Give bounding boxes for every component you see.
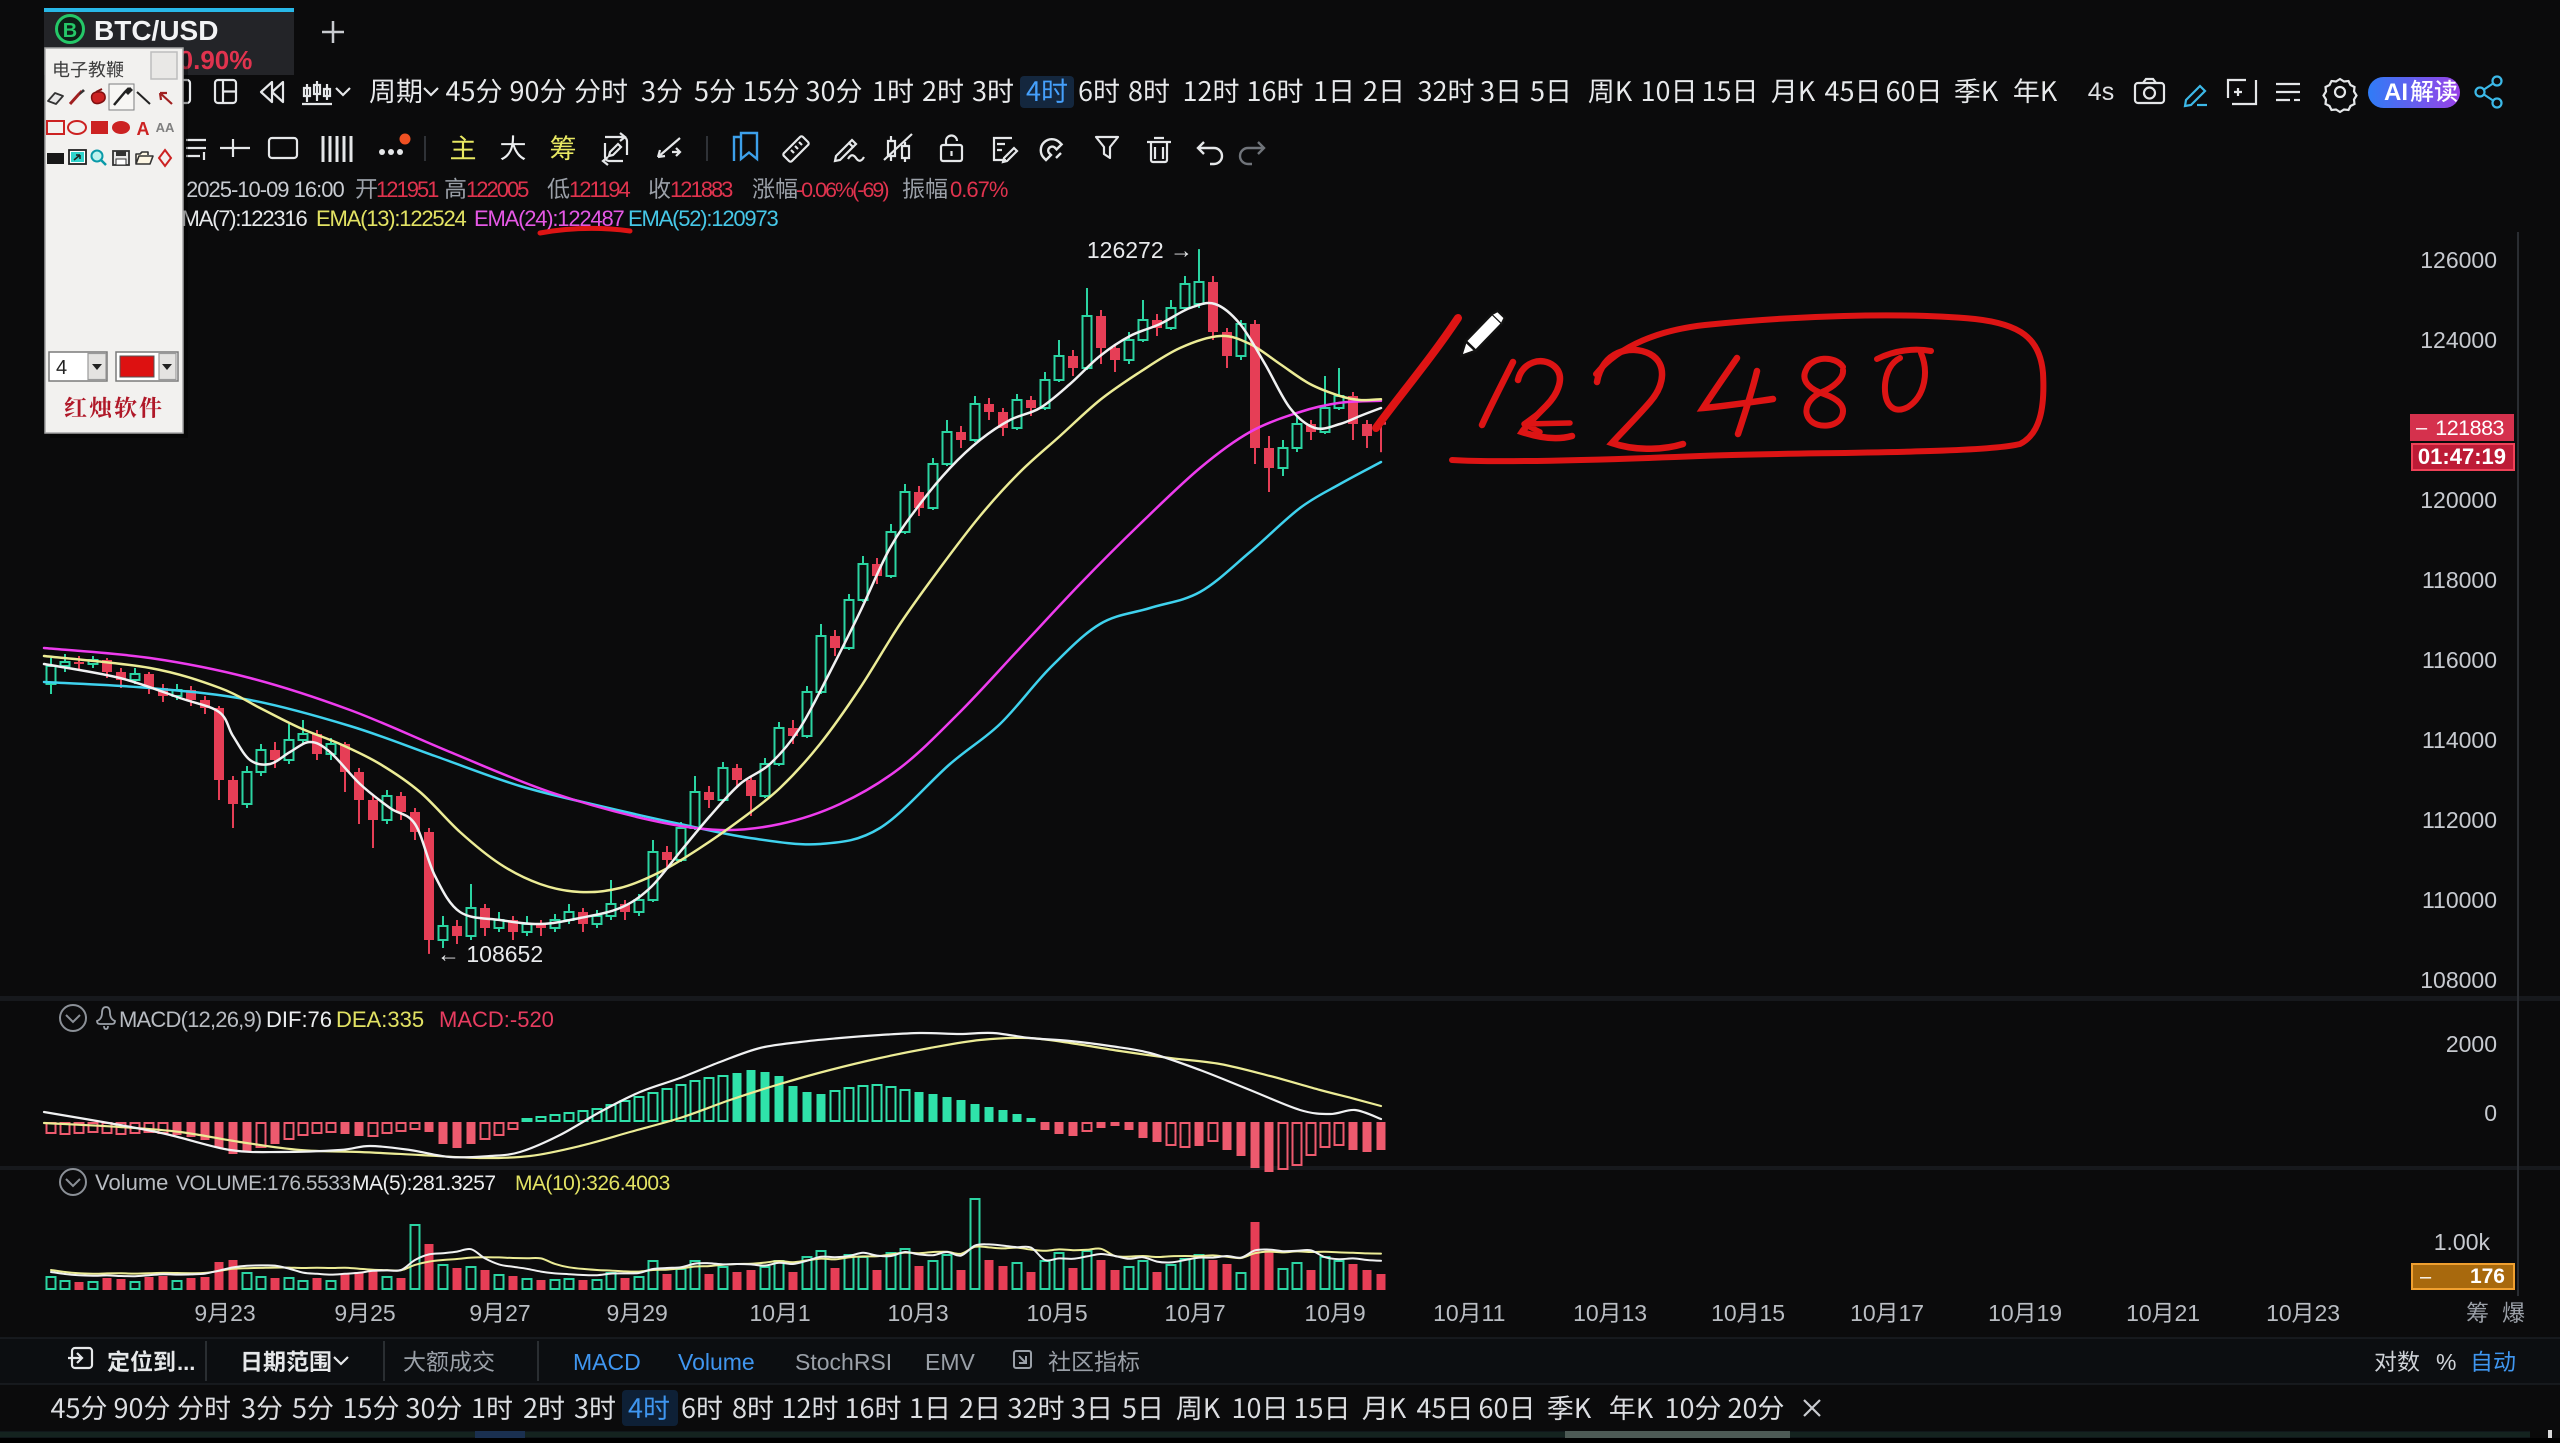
svg-text:MACD(12,26,9): MACD(12,26,9) xyxy=(119,1007,261,1032)
svg-text:4s: 4s xyxy=(2088,78,2114,106)
svg-text:29: 29 xyxy=(642,1300,668,1326)
svg-text:124000: 124000 xyxy=(2420,327,2497,353)
svg-text:9: 9 xyxy=(194,1300,207,1326)
svg-text:3: 3 xyxy=(936,1300,949,1326)
svg-text:A: A xyxy=(137,119,150,139)
svg-text:1.00k: 1.00k xyxy=(2434,1229,2491,1255)
svg-text:MACD: MACD xyxy=(573,1349,641,1375)
svg-text:EMA(7):122316: EMA(7):122316 xyxy=(168,206,307,231)
svg-text:19: 19 xyxy=(2037,1300,2063,1326)
svg-text:BTC/USD: BTC/USD xyxy=(94,15,218,46)
svg-text:1: 1 xyxy=(798,1300,811,1326)
svg-text:2025-10-09 16:00: 2025-10-09 16:00 xyxy=(186,177,344,202)
svg-text:StochRSI: StochRSI xyxy=(795,1349,892,1375)
svg-text:–: – xyxy=(2416,417,2428,439)
svg-text:MA(10):326.4003: MA(10):326.4003 xyxy=(515,1172,670,1195)
svg-text:13: 13 xyxy=(1622,1300,1648,1326)
svg-text:10: 10 xyxy=(2266,1300,2292,1326)
svg-text:121883: 121883 xyxy=(2435,416,2504,440)
svg-text:B: B xyxy=(63,20,77,42)
svg-text:118000: 118000 xyxy=(2422,567,2497,593)
svg-text:10: 10 xyxy=(1573,1300,1599,1326)
svg-text:%: % xyxy=(2436,1349,2456,1375)
svg-text:126272 →: 126272 → xyxy=(1087,237,1193,263)
svg-text:EMV: EMV xyxy=(925,1349,976,1375)
svg-text:11: 11 xyxy=(1482,1300,1506,1326)
svg-text:121883: 121883 xyxy=(670,177,733,202)
svg-text:9: 9 xyxy=(469,1300,482,1326)
svg-text:10: 10 xyxy=(2126,1300,2152,1326)
svg-text:10: 10 xyxy=(1305,1300,1331,1326)
svg-text:-0.06%(-69): -0.06%(-69) xyxy=(796,178,888,202)
svg-text:01:47:19: 01:47:19 xyxy=(2418,444,2506,469)
svg-text:10: 10 xyxy=(1165,1300,1191,1326)
svg-text:17: 17 xyxy=(1899,1300,1925,1326)
svg-text:10: 10 xyxy=(1988,1300,2014,1326)
svg-text:108000: 108000 xyxy=(2420,967,2497,993)
svg-text:EMA(52):120973: EMA(52):120973 xyxy=(628,206,778,231)
svg-text:10: 10 xyxy=(888,1300,914,1326)
svg-text:EMA(13):122524: EMA(13):122524 xyxy=(316,206,466,231)
svg-text:15: 15 xyxy=(1760,1300,1786,1326)
svg-text:4: 4 xyxy=(56,357,67,379)
svg-text:10: 10 xyxy=(1027,1300,1053,1326)
svg-text:2000: 2000 xyxy=(2446,1031,2497,1057)
svg-text:121194: 121194 xyxy=(569,177,631,202)
svg-text:0.67%: 0.67% xyxy=(950,177,1008,202)
svg-text:27: 27 xyxy=(505,1300,531,1326)
svg-text:116000: 116000 xyxy=(2422,647,2497,673)
svg-text:126000: 126000 xyxy=(2420,247,2497,273)
svg-text:114000: 114000 xyxy=(2422,727,2497,753)
svg-text:10: 10 xyxy=(750,1300,776,1326)
svg-text:110000: 110000 xyxy=(2422,887,2497,913)
svg-text:120000: 120000 xyxy=(2420,487,2497,513)
svg-text:Volume: Volume xyxy=(678,1349,755,1375)
svg-text:← 108652: ← 108652 xyxy=(437,941,543,967)
svg-text:176: 176 xyxy=(2470,1265,2505,1288)
svg-text:7: 7 xyxy=(1213,1300,1226,1326)
svg-text:0: 0 xyxy=(2484,1100,2497,1126)
svg-text:122005: 122005 xyxy=(466,177,529,202)
svg-text:5: 5 xyxy=(1075,1300,1088,1326)
svg-text:23: 23 xyxy=(230,1300,256,1326)
svg-text:MACD:-520: MACD:-520 xyxy=(439,1007,554,1032)
svg-text:10: 10 xyxy=(1711,1300,1737,1326)
svg-text:VOLUME:176.5533: VOLUME:176.5533 xyxy=(176,1172,351,1195)
svg-text:23: 23 xyxy=(2315,1300,2341,1326)
svg-text:MA(5):281.3257: MA(5):281.3257 xyxy=(352,1172,496,1195)
svg-text:AI: AI xyxy=(2384,79,2408,106)
svg-text:10: 10 xyxy=(1433,1300,1459,1326)
svg-text:121951: 121951 xyxy=(376,177,439,202)
svg-text:10: 10 xyxy=(1850,1300,1876,1326)
svg-text:DEA:335: DEA:335 xyxy=(336,1007,424,1032)
svg-text:AA: AA xyxy=(156,120,175,135)
svg-text:9: 9 xyxy=(334,1300,347,1326)
svg-text:–: – xyxy=(2420,1266,2432,1288)
svg-text:...: ... xyxy=(177,1350,195,1375)
svg-text:25: 25 xyxy=(370,1300,396,1326)
svg-text:DIF:76: DIF:76 xyxy=(266,1007,332,1032)
svg-text:9: 9 xyxy=(1353,1300,1366,1326)
svg-text:21: 21 xyxy=(2175,1300,2201,1326)
svg-text:112000: 112000 xyxy=(2422,807,2497,833)
svg-text:Volume: Volume xyxy=(95,1170,168,1195)
svg-text:9: 9 xyxy=(607,1300,620,1326)
